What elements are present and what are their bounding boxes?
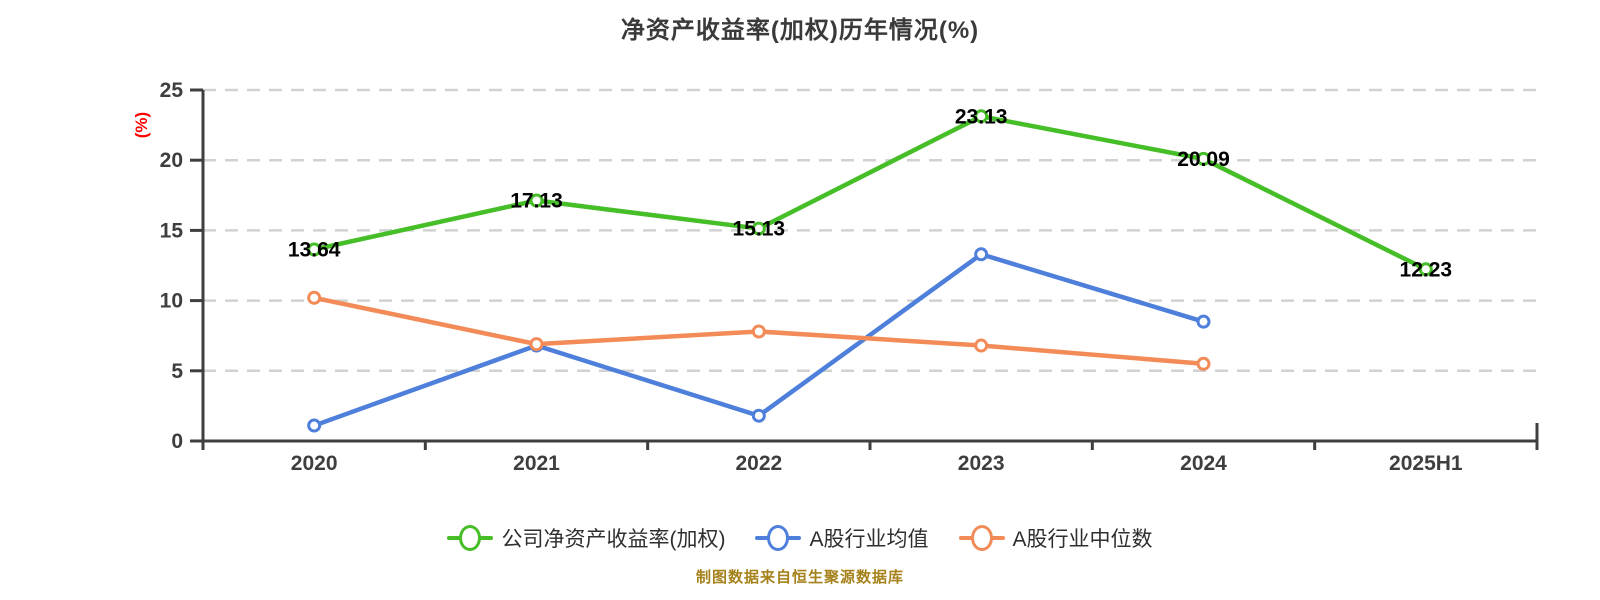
data-point-label: 13.64	[288, 238, 341, 261]
legend-item-industry-mean[interactable]: A股行业均值	[755, 523, 929, 553]
legend-item-industry-median[interactable]: A股行业中位数	[958, 523, 1153, 553]
legend-marker-company-roe-icon	[447, 523, 494, 553]
data-point-marker[interactable]	[529, 337, 544, 352]
legend-label-industry-mean: A股行业均值	[809, 528, 929, 551]
legend-item-company-roe[interactable]: 公司净资产收益率(加权)	[447, 523, 725, 553]
y-axis-tick-label: 25	[160, 79, 184, 102]
data-source-caption: 制图数据来自恒生聚源数据库	[695, 569, 904, 586]
data-point-marker[interactable]	[1196, 356, 1211, 371]
data-point-marker[interactable]	[751, 408, 766, 423]
series-line-1	[311, 252, 1206, 428]
x-axis-category-label: 2025H1	[1389, 452, 1463, 475]
legend-label-company-roe: 公司净资产收益率(加权)	[501, 528, 726, 551]
y-axis-tick-label: 10	[160, 290, 183, 313]
series-line-0	[311, 114, 1429, 272]
y-axis-tick-label: 0	[171, 430, 183, 453]
data-point-label: 15.13	[733, 218, 786, 241]
x-axis-category-label: 2022	[735, 452, 782, 475]
data-point-marker[interactable]	[1196, 314, 1211, 329]
data-point-marker[interactable]	[307, 290, 322, 305]
data-point-marker[interactable]	[751, 324, 766, 339]
data-point-marker[interactable]	[974, 247, 989, 262]
y-axis-tick-label: 20	[160, 149, 183, 172]
data-point-marker[interactable]	[307, 418, 322, 433]
x-axis-category-label: 2020	[291, 452, 338, 475]
x-axis-category-label: 2023	[958, 452, 1005, 475]
x-axis-category-label: 2021	[513, 452, 560, 475]
data-point-marker[interactable]	[307, 242, 322, 257]
legend-label-industry-median: A股行业中位数	[1012, 528, 1153, 551]
data-point-label: 20.09	[1177, 148, 1230, 171]
data-point-marker[interactable]	[1196, 151, 1211, 166]
data-point-label: 23.13	[955, 105, 1008, 128]
y-axis-tick-label: 15	[160, 219, 184, 242]
y-axis-tick-label: 5	[171, 360, 183, 383]
data-point-marker[interactable]	[974, 338, 989, 353]
data-point-marker[interactable]	[751, 221, 766, 236]
data-point-label: 17.13	[510, 189, 563, 212]
data-point-label: 12.23	[1400, 258, 1453, 281]
chart-title: 净资产收益率(加权)历年情况(%)	[620, 17, 980, 44]
axis-lines	[201, 90, 1539, 443]
x-axis-category-label: 2024	[1180, 452, 1227, 475]
legend: 公司净资产收益率(加权) A股行业均值 A股行业中位数	[0, 518, 1600, 558]
data-point-marker[interactable]	[1418, 262, 1433, 277]
data-point-marker[interactable]	[974, 109, 989, 124]
data-point-marker[interactable]	[529, 193, 544, 208]
legend-marker-industry-mean-icon	[755, 523, 802, 553]
legend-marker-industry-median-icon	[958, 523, 1005, 553]
